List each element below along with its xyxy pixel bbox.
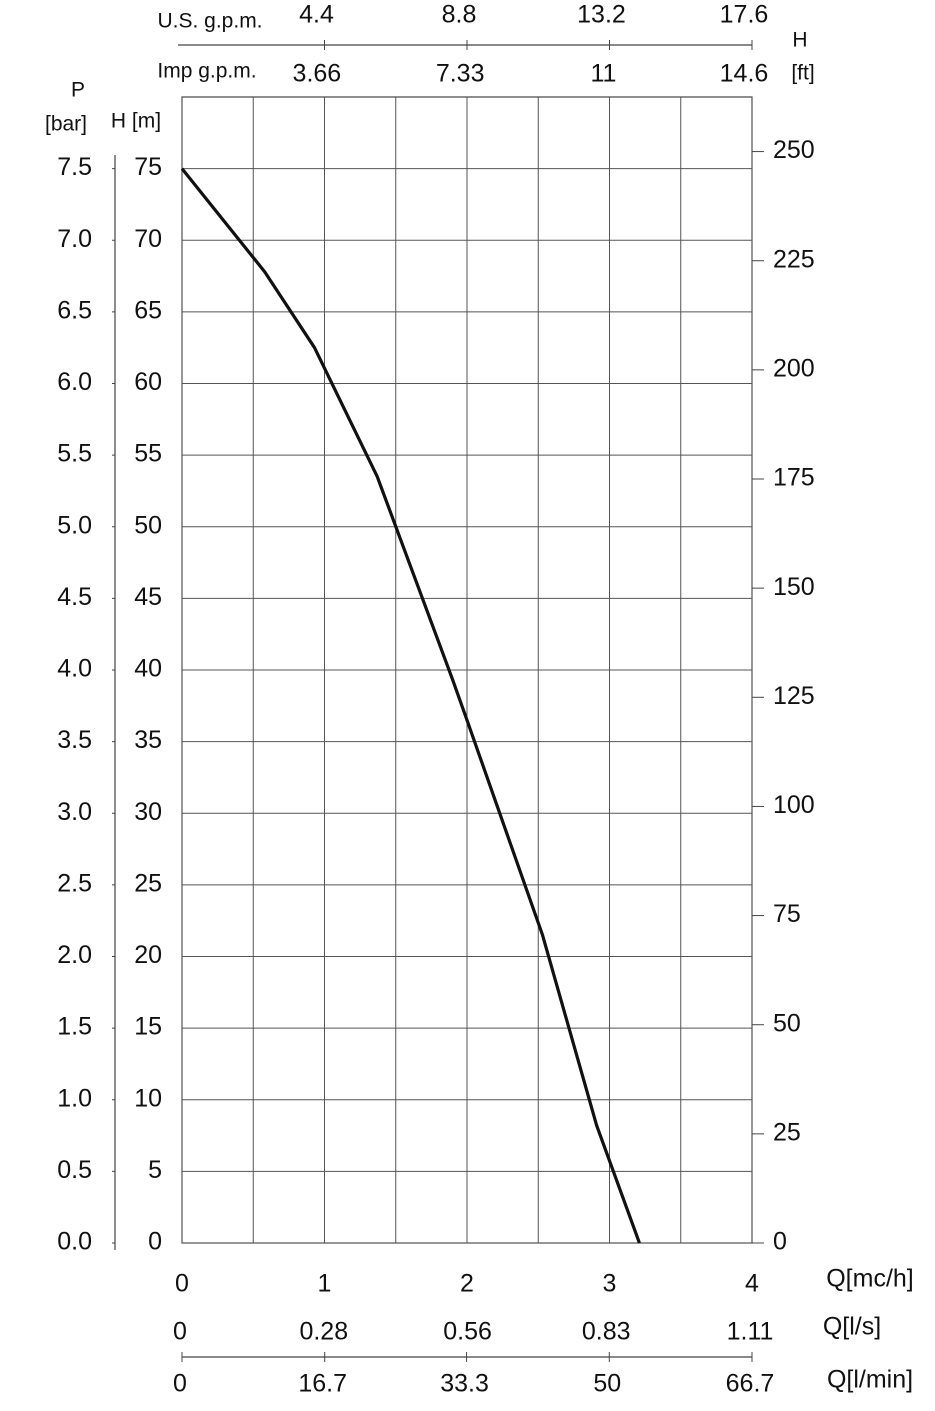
p-tick-label: 2.5 xyxy=(57,869,92,897)
bottom-axis-label: Q[l/min] xyxy=(827,1366,913,1394)
p-axis-label: [bar] xyxy=(45,113,87,136)
y2-tick-label: 100 xyxy=(773,791,815,819)
top-axis-label: U.S. g.p.m. xyxy=(157,10,262,33)
y-tick-label: 45 xyxy=(134,583,162,611)
y-tick-label: 35 xyxy=(134,726,162,754)
top-tick-label: 8.8 xyxy=(442,1,477,29)
y-tick-label: 0 xyxy=(148,1228,162,1256)
y2-tick-label: 125 xyxy=(773,682,815,710)
x-axis-label: Q[mc/h] xyxy=(826,1265,914,1293)
x-tick-label: 1 xyxy=(318,1270,332,1298)
p-tick-label: 5.0 xyxy=(57,511,92,539)
y-tick-label: 70 xyxy=(134,225,162,253)
bottom-tick-label: 66.7 xyxy=(726,1370,775,1398)
x-tick-label: 3 xyxy=(603,1270,617,1298)
top-tick-label: 17.6 xyxy=(720,1,769,29)
p-tick-label: 0.5 xyxy=(57,1156,92,1184)
pump-curve xyxy=(180,167,641,1244)
p-tick-label: 3.5 xyxy=(57,726,92,754)
bottom-tick-label: 0.28 xyxy=(299,1318,348,1346)
bottom-tick-label: 0.56 xyxy=(443,1318,492,1346)
bottom-tick-label: 1.11 xyxy=(727,1318,774,1346)
top-tick-label: 14.6 xyxy=(720,60,769,88)
p-axis-label: P xyxy=(71,79,85,102)
y-tick-label: 25 xyxy=(134,869,162,897)
bottom-tick-label: 50 xyxy=(593,1370,621,1398)
p-tick-label: 4.5 xyxy=(57,583,92,611)
p-tick-label: 1.5 xyxy=(57,1013,92,1041)
x-tick-label: 4 xyxy=(745,1270,759,1298)
top-tick-label: 7.33 xyxy=(436,60,485,88)
bottom-tick-label: 16.7 xyxy=(298,1370,347,1398)
top-tick-label: 11 xyxy=(590,60,616,88)
p-tick-label: 7.5 xyxy=(57,153,92,181)
top-tick-label: 4.4 xyxy=(299,1,334,29)
p-tick-label: 4.0 xyxy=(57,655,92,683)
y2-tick-label: 50 xyxy=(773,1009,801,1037)
top-tick-label: 13.2 xyxy=(577,1,626,29)
y2-tick-label: 75 xyxy=(773,900,801,928)
y-tick-label: 5 xyxy=(148,1156,162,1184)
p-tick-label: 6.5 xyxy=(57,296,92,324)
y-tick-label: 55 xyxy=(134,440,162,468)
y2-tick-label: 25 xyxy=(773,1118,801,1146)
bottom-tick-label: 0.83 xyxy=(582,1318,631,1346)
bottom-tick-label: 0 xyxy=(173,1318,187,1346)
x-tick-label: 2 xyxy=(460,1270,474,1298)
p-tick-label: 7.0 xyxy=(57,225,92,253)
p-tick-label: 6.0 xyxy=(57,368,92,396)
y-tick-label: 65 xyxy=(134,296,162,324)
x-tick-label: 0 xyxy=(175,1270,189,1298)
y2-axis-label: H xyxy=(792,29,807,52)
y2-tick-label: 225 xyxy=(773,245,815,273)
y2-tick-label: 250 xyxy=(773,136,815,164)
y2-tick-label: 0 xyxy=(773,1228,787,1256)
y-tick-label: 30 xyxy=(134,798,162,826)
top-axis-label: Imp g.p.m. xyxy=(157,60,256,83)
p-tick-label: 3.0 xyxy=(57,798,92,826)
p-tick-label: 0.0 xyxy=(57,1228,92,1256)
y-tick-label: 50 xyxy=(134,511,162,539)
p-tick-label: 2.0 xyxy=(57,941,92,969)
p-tick-label: 1.0 xyxy=(57,1084,92,1112)
y-tick-label: 75 xyxy=(134,153,162,181)
y-tick-label: 10 xyxy=(134,1084,162,1112)
p-tick-label: 5.5 xyxy=(57,440,92,468)
y-tick-label: 20 xyxy=(134,941,162,969)
y2-axis-label: [ft] xyxy=(791,62,814,85)
y2-tick-label: 175 xyxy=(773,464,815,492)
bottom-tick-label: 33.3 xyxy=(440,1370,489,1398)
y2-tick-label: 200 xyxy=(773,354,815,382)
y2-tick-label: 150 xyxy=(773,573,815,601)
y-tick-label: 15 xyxy=(134,1013,162,1041)
bottom-tick-label: 0 xyxy=(173,1370,187,1398)
y-tick-label: 60 xyxy=(134,368,162,396)
y-axis-label: H [m] xyxy=(111,110,161,133)
top-tick-label: 3.66 xyxy=(293,60,342,88)
y-tick-label: 40 xyxy=(134,655,162,683)
bottom-axis-label: Q[l/s] xyxy=(823,1313,881,1341)
